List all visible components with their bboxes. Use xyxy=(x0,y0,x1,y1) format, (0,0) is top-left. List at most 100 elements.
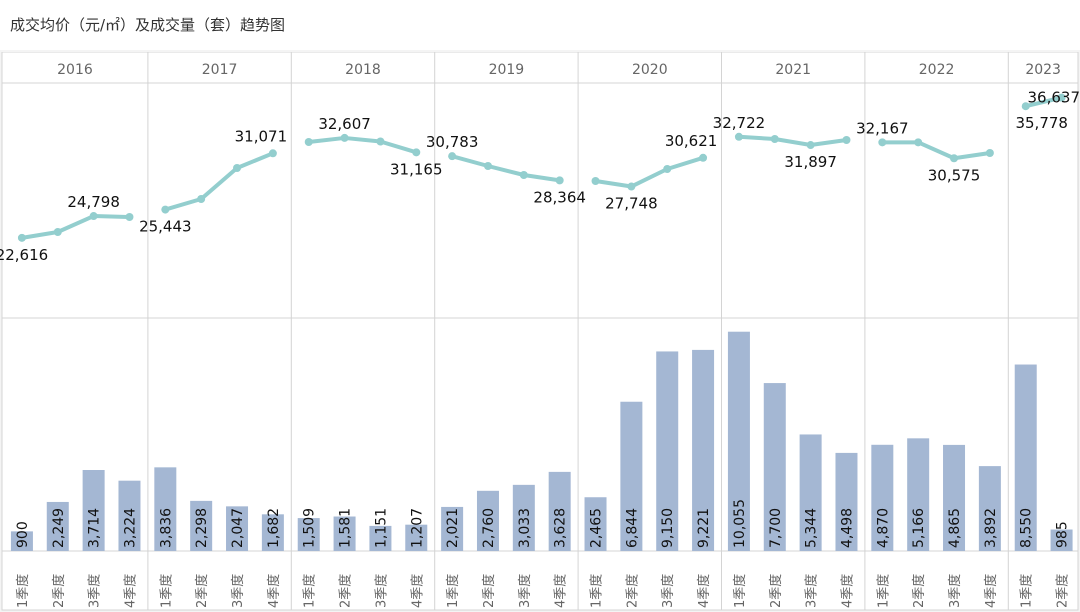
price-point xyxy=(1021,102,1030,111)
price-point xyxy=(233,164,242,172)
volume-data-label: 2,465 xyxy=(589,508,605,548)
price-point xyxy=(161,205,170,214)
volume-bar xyxy=(46,501,69,551)
price-point xyxy=(125,213,134,221)
price-data-label: 31,165 xyxy=(390,160,443,178)
volume-data-label: 10,055 xyxy=(732,499,748,548)
quarter-label: 3季度 xyxy=(373,574,389,608)
price-point xyxy=(950,154,959,163)
quarter-label: 4季度 xyxy=(696,574,712,608)
price-point xyxy=(483,162,492,170)
year-label: 2022 xyxy=(919,62,955,78)
year-label: 2019 xyxy=(489,62,525,78)
quarter-label: 1季度 xyxy=(1019,574,1035,608)
volume-data-label: 1,581 xyxy=(338,508,354,548)
volume-bar xyxy=(476,490,499,551)
price-data-label: 27,748 xyxy=(605,195,658,213)
quarter-label: 4季度 xyxy=(409,574,425,608)
quarter-label: 2季度 xyxy=(51,574,67,608)
title-bar: 成交均价（元/㎡）及成交量（套）趋势图 xyxy=(0,0,1080,50)
price-point xyxy=(842,136,851,144)
volume-bar xyxy=(548,471,571,551)
year-label: 2018 xyxy=(345,62,381,78)
volume-bar xyxy=(118,480,141,551)
quarter-label: 1季度 xyxy=(158,574,174,608)
price-data-label: 31,897 xyxy=(784,153,837,171)
price-point xyxy=(734,132,743,141)
volume-bar xyxy=(692,349,715,551)
volume-bar xyxy=(584,497,607,551)
volume-data-label: 2,298 xyxy=(194,508,210,548)
volume-bar xyxy=(369,525,392,551)
volume-bar xyxy=(1050,529,1073,551)
volume-bar xyxy=(907,438,930,551)
volume-data-label: 3,892 xyxy=(983,508,999,548)
plot-border xyxy=(1,52,1079,611)
volume-bar xyxy=(405,524,428,551)
volume-bar xyxy=(154,467,177,551)
year-label: 2023 xyxy=(1025,62,1061,78)
volume-bar xyxy=(10,531,33,551)
quarter-label: 3季度 xyxy=(87,574,103,608)
price-data-label: 32,167 xyxy=(856,119,909,137)
volume-data-label: 7,700 xyxy=(768,508,784,548)
volume-bar xyxy=(82,469,105,551)
price-point xyxy=(53,228,62,236)
volume-data-label: 1,151 xyxy=(373,508,389,548)
price-line-segment xyxy=(593,155,706,189)
price-data-label: 30,621 xyxy=(665,132,718,150)
price-data-label: 30,783 xyxy=(426,133,479,151)
volume-bar xyxy=(190,500,213,551)
volume-bar xyxy=(763,383,786,551)
quarter-label: 3季度 xyxy=(947,574,963,608)
volume-data-label: 5,344 xyxy=(804,508,820,548)
volume-bar xyxy=(441,506,464,551)
volume-data-label: 900 xyxy=(15,521,31,548)
price-point xyxy=(376,137,385,146)
quarter-label: 2季度 xyxy=(1055,574,1071,608)
volume-bar xyxy=(512,484,535,551)
price-point xyxy=(627,182,636,191)
volume-data-label: 4,498 xyxy=(839,508,855,548)
volume-data-label: 1,509 xyxy=(302,508,318,548)
quarter-label: 3季度 xyxy=(517,574,533,608)
price-point xyxy=(663,165,672,173)
year-label: 2020 xyxy=(632,62,668,78)
volume-bar xyxy=(656,351,679,551)
quarter-label: 1季度 xyxy=(445,574,461,608)
price-point xyxy=(448,152,457,161)
price-data-label: 30,575 xyxy=(928,166,981,184)
quarter-label: 1季度 xyxy=(302,574,318,608)
price-point xyxy=(1057,93,1066,102)
volume-bar xyxy=(1014,364,1037,551)
price-point xyxy=(878,138,887,147)
price-line-segment xyxy=(736,134,849,148)
volume-bar xyxy=(799,434,822,551)
quarter-label: 1季度 xyxy=(875,574,891,608)
price-point xyxy=(591,177,600,185)
price-point xyxy=(985,149,994,157)
quarter-label: 4季度 xyxy=(839,574,855,608)
quarter-label: 4季度 xyxy=(122,574,138,608)
volume-data-label: 3,033 xyxy=(517,508,533,548)
price-data-label: 28,364 xyxy=(533,188,586,206)
volume-data-label: 3,224 xyxy=(122,508,138,548)
volume-data-label: 2,249 xyxy=(51,508,67,548)
price-point xyxy=(340,133,349,142)
price-point xyxy=(699,153,708,162)
quarter-label: 2季度 xyxy=(338,574,354,608)
price-point xyxy=(197,195,206,203)
price-point xyxy=(89,212,98,221)
price-point xyxy=(914,138,923,147)
volume-bar xyxy=(871,444,894,551)
price-data-label: 32,607 xyxy=(318,115,371,133)
volume-data-label: 1,207 xyxy=(409,508,425,548)
price-data-label: 25,443 xyxy=(139,218,192,236)
price-point xyxy=(17,233,26,242)
volume-data-label: 8,550 xyxy=(1019,508,1035,548)
price-line-segment xyxy=(306,135,419,155)
volume-bar xyxy=(727,331,750,551)
quarter-label: 1季度 xyxy=(15,574,31,608)
volume-data-label: 2,760 xyxy=(481,508,497,548)
volume-data-label: 3,628 xyxy=(553,508,569,548)
